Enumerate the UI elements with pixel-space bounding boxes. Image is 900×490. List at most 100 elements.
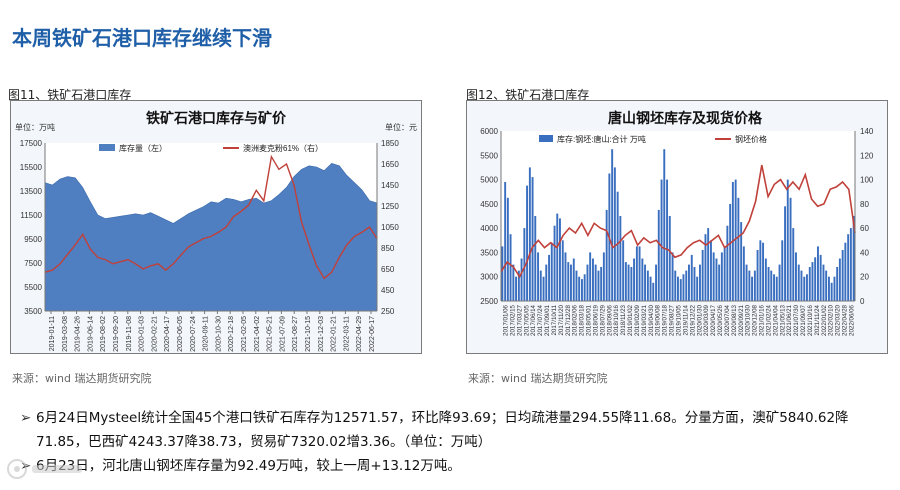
bar-inventory [550,242,553,301]
bar-inventory [572,258,575,301]
x-tick-label: 2021/02/24 [765,304,772,336]
bar-inventory [742,246,745,301]
bar-inventory [682,274,685,301]
figure-caption-left: 图11、铁矿石港口库存 [8,88,132,102]
bar-inventory [561,240,564,301]
left-unit-label: 单位：万吨 [15,122,55,132]
bar-inventory [720,252,723,301]
x-tick-label: 2019/07/18 [662,304,669,336]
bar-inventory [622,240,625,301]
x-tick-label: 2019/12/22 [689,304,696,336]
y-left-tick-label: 3500 [24,307,42,316]
y-right-tick-label: 650 [381,265,395,274]
bar-inventory [814,257,817,301]
bar-inventory [712,252,715,301]
source-note-right: 来源：wind 瑞达期货研究院 [468,372,608,385]
x-tick-label: 2017/07/24 [537,304,544,336]
y-left-tick-label: 11500 [20,211,42,220]
bar-inventory [666,179,669,301]
x-tick-label: 2021-10-15 [305,316,312,352]
bar-inventory [556,213,559,301]
billet-inventory-chart: 唐山钢坯库存及现货价格 库存:钢坯:唐山:合计 万吨 钢坯价格 2500 3000 350… [466,100,888,354]
x-tick-label: 2021/04/04 [772,304,779,336]
x-tick-label: 2020/08/13 [731,304,738,336]
x-tick-label: 2020/10/30 [745,304,752,336]
bar-inventory [830,282,833,301]
bar-inventory [570,264,572,301]
bar-inventory [773,274,776,301]
y-left-tick-label: 2500 [480,297,498,306]
y-right-tick-label: 1850 [381,139,399,148]
bar-inventory [836,267,839,301]
bar-inventory [762,242,765,301]
commentary-item: ➢ 6月23日，河北唐山钢坯库存量为92.49万吨，较上一周+13.12万吨。 [20,454,890,478]
bar-inventory [833,276,836,301]
bar-inventory [592,258,594,301]
bar-inventory [539,270,542,301]
y-left-tick-label: 4000 [480,224,498,233]
x-tick-label: 2019-06-14 [87,316,94,352]
bar-inventory [822,264,825,301]
x-tick-label: 2019/11/14 [682,304,689,335]
bar-inventory [753,270,756,301]
legend-label: 钢坯价格 [735,134,767,144]
x-tick-label: 2017/11/20 [558,304,565,335]
bar-inventory [663,149,666,301]
bar-inventory [685,270,688,301]
x-tick-label: 2018/10/16 [613,304,620,336]
x-tick-label: 2021-02-05 [241,316,248,352]
bar-inventory [578,276,581,301]
x-tick-label: 2020/03/09 [703,304,710,336]
bar-inventory [644,264,647,301]
x-tick-label: 2022-06-17 [369,316,376,352]
x-tick-label: 2021/06/21 [786,304,793,336]
x-tick-label: 2017/09/01 [544,304,551,336]
bar-inventory [764,258,767,301]
bar-inventory [504,182,507,301]
bar-inventory [756,250,759,301]
bar-inventory [523,228,526,301]
y-left-tick-label: 3500 [480,248,498,257]
chart-title: 铁矿石港口库存与矿价 [146,110,287,126]
x-tick-label: 2020-09-11 [203,316,210,351]
bar-inventory [759,240,762,301]
bar-inventory [657,209,660,301]
bar-inventory [811,262,814,301]
bar-inventory [635,246,638,301]
bar-inventory [542,276,545,301]
bar-inventory [803,276,806,301]
x-tick-label: 2017/06/14 [530,304,537,336]
x-tick-label: 2018/03/18 [579,304,586,336]
bar-inventory [726,225,729,301]
bar-inventory [729,203,732,301]
x-tick-label: 2017/02/15 [509,304,516,336]
x-tick-label: 2020-06-05 [177,316,184,352]
bar-inventory [734,179,737,301]
x-tick-label: 2018/05/01 [586,304,593,336]
x-tick-label: 2020/12/08 [752,304,759,336]
y-right-tick-label: 450 [381,286,395,295]
legend-swatch-bars [539,135,553,142]
commentary-text: 6月23日，河北唐山钢坯库存量为92.49万吨，较上一周+13.12万吨。 [36,458,461,474]
bar-inventory [517,270,520,301]
x-tick-label: 2019-03-08 [62,316,69,352]
x-tick-label: 2019/02/09 [634,304,641,336]
x-tick-label: 2020/09/21 [738,304,745,336]
figure-caption-right: 图12、铁矿石港口库存 [466,88,590,102]
bar-inventory [770,270,773,301]
bar-inventory [828,276,830,301]
bar-inventory [797,264,800,301]
x-tick-label: 2022-04-29 [356,316,363,352]
bar-inventory [633,258,636,301]
x-tick-label: 2017/12/28 [565,304,572,336]
bar-inventory [715,258,718,301]
bar-inventory [564,252,567,301]
bar-inventory [567,262,570,301]
x-tick-label: 2021-08-27 [292,316,299,352]
x-tick-label: 2020/05/26 [717,304,724,336]
bar-inventory [501,246,504,301]
y-left-tick-label: 17500 [20,139,43,148]
legend-swatch-area [99,144,115,151]
y-left-tick-label: 3000 [480,273,498,282]
